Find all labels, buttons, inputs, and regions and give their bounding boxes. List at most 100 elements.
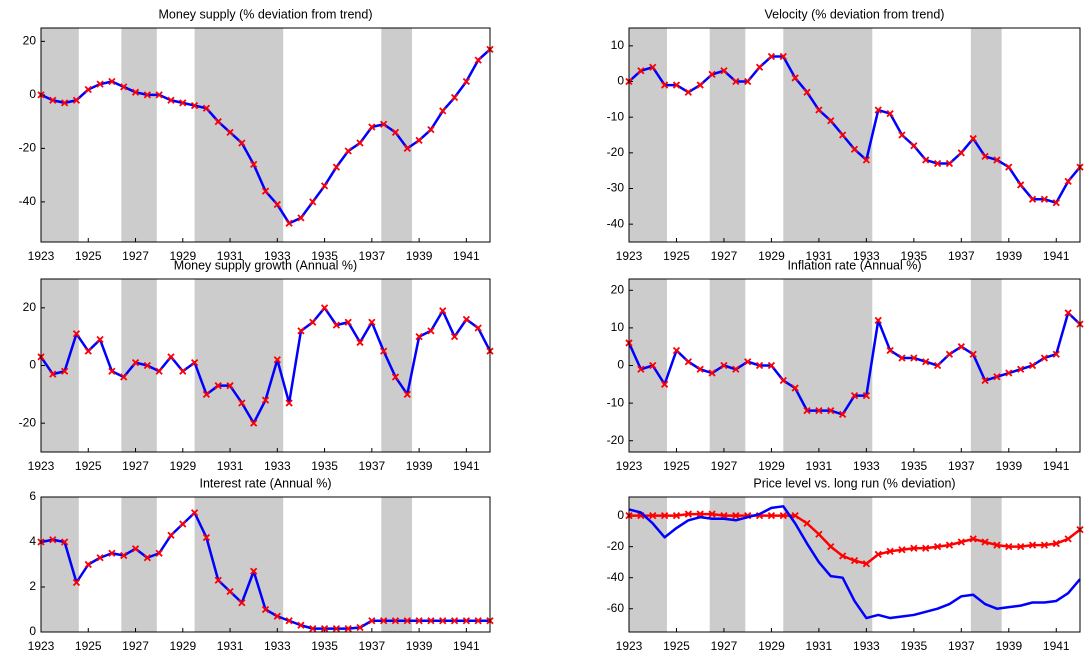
marker [202, 104, 211, 112]
x-tick-label: 1931 [806, 459, 833, 473]
recession-band [783, 28, 873, 242]
marker [415, 617, 423, 625]
marker [933, 361, 942, 370]
marker [1052, 539, 1060, 548]
marker [238, 599, 246, 607]
panel-title: Money supply (% deviation from trend) [159, 7, 373, 21]
marker [637, 365, 645, 373]
y-tick-label: -20 [19, 141, 37, 155]
x-tick-label: 1937 [948, 459, 975, 473]
marker [285, 219, 293, 227]
x-tick-label: 1923 [28, 249, 55, 263]
marker [72, 96, 81, 104]
x-tick-label: 1929 [169, 639, 196, 653]
marker [886, 346, 894, 355]
marker [96, 80, 104, 88]
marker [72, 578, 81, 587]
marker [850, 145, 859, 153]
y-tick-label: 0 [29, 624, 36, 638]
y-tick-label: 6 [29, 489, 36, 503]
marker [60, 99, 69, 107]
y-tick-label: 20 [23, 300, 37, 314]
marker [415, 333, 423, 341]
marker [898, 354, 906, 362]
marker [309, 624, 317, 633]
marker [344, 318, 352, 326]
marker [462, 315, 471, 324]
marker [672, 81, 681, 89]
marker [898, 131, 906, 139]
marker [1005, 163, 1013, 171]
plot-frame [628, 278, 1081, 453]
marker [131, 545, 140, 553]
marker [1064, 535, 1072, 543]
panel-title: Velocity (% deviation from trend) [765, 7, 945, 21]
x-tick-label: 1923 [28, 639, 55, 653]
plot-frame [40, 278, 491, 453]
marker [344, 147, 352, 155]
marker [309, 198, 317, 206]
marker [155, 367, 163, 375]
x-tick-label: 1941 [1043, 639, 1070, 653]
marker [143, 554, 151, 562]
y-tick-label: 10 [611, 38, 625, 52]
marker [60, 367, 69, 375]
marker [273, 200, 281, 209]
marker [779, 376, 787, 385]
x-tick-label: 1935 [900, 459, 927, 473]
recession-band [783, 497, 873, 632]
marker [922, 358, 930, 366]
marker [672, 511, 681, 520]
marker [344, 624, 352, 633]
marker [60, 538, 69, 546]
marker [708, 369, 716, 377]
x-tick-label: 1937 [358, 249, 385, 263]
recession-band [629, 28, 667, 242]
y-tick-label: 20 [23, 34, 37, 48]
marker [450, 333, 459, 341]
marker [815, 406, 823, 415]
marker [143, 91, 151, 99]
marker [696, 81, 704, 89]
marker [684, 358, 692, 366]
marker [637, 67, 645, 75]
marker [874, 106, 882, 114]
marker [862, 391, 871, 400]
recession-band [783, 279, 873, 452]
marker [120, 551, 128, 560]
marker [827, 406, 835, 415]
marker [910, 142, 918, 150]
marker [827, 117, 835, 125]
marker [744, 358, 752, 366]
x-tick-label: 1939 [995, 459, 1022, 473]
marker [981, 538, 989, 546]
y-tick-label: 0 [617, 508, 624, 522]
marker [696, 510, 704, 518]
marker [380, 347, 388, 355]
x-tick-label: 1925 [75, 459, 102, 473]
marker [167, 353, 175, 361]
x-tick-label: 1941 [453, 459, 480, 473]
y-tick-label: 2 [29, 579, 36, 593]
x-tick-label: 1931 [217, 249, 244, 263]
marker [649, 511, 657, 520]
marker [969, 350, 977, 358]
x-tick-label: 1925 [663, 249, 690, 263]
y-tick-label: -20 [607, 145, 625, 159]
marker [368, 318, 376, 326]
marker [474, 617, 482, 625]
marker [838, 131, 847, 139]
marker [450, 93, 459, 102]
marker [862, 560, 871, 568]
marker [155, 91, 163, 99]
marker [403, 617, 411, 625]
marker [803, 519, 811, 528]
recession-band [194, 28, 284, 242]
marker [297, 621, 305, 629]
recession-band [970, 28, 1002, 242]
x-tick-label: 1929 [758, 639, 785, 653]
marker [214, 576, 222, 584]
marker [190, 358, 199, 367]
x-tick-label: 1925 [663, 639, 690, 653]
